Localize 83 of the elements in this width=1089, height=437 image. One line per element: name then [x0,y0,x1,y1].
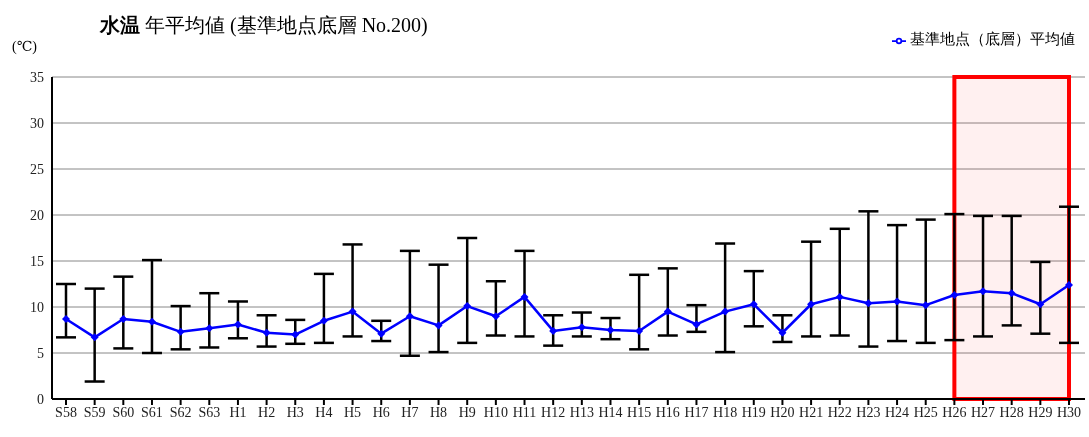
point [205,324,214,333]
x-tick-label: H26 [942,404,967,420]
x-tick-label: H22 [827,404,852,420]
x-tick-label: H20 [770,404,795,420]
y-tick-label: 15 [30,253,44,269]
point [635,326,644,335]
x-tick-label: S62 [169,404,192,420]
x-tick-label: S63 [198,404,221,420]
x-tick-label: H18 [713,404,738,420]
x-tick-label: H17 [684,404,709,420]
x-tick-label: H10 [483,404,508,420]
x-tick-label: H14 [598,404,623,420]
x-tick-label: H6 [372,404,390,420]
point [1065,280,1073,289]
point [434,321,443,330]
x-tick-label: H24 [884,404,910,420]
x-tick-label: H3 [286,404,304,420]
x-tick-label: H25 [913,404,938,420]
x-tick-label: H5 [344,404,362,420]
point [721,307,730,316]
x-tick-label: H21 [799,404,824,420]
point [663,307,672,316]
x-tick-label: S61 [141,404,163,420]
point [520,292,529,301]
x-tick-label: H12 [541,404,566,420]
point [90,333,99,342]
x-tick-label: H1 [229,404,247,420]
point [147,317,156,326]
point [950,291,959,300]
chart-title: 水温 年平均値 (基準地点底層 No.200) [100,13,428,39]
x-tick-label: S60 [112,404,135,420]
point [577,323,586,332]
point [319,316,328,325]
point [491,312,500,321]
point [262,328,271,337]
x-tick-label: H2 [258,404,276,420]
x-tick-label: H7 [401,404,419,420]
x-tick-label: H23 [856,404,881,420]
point [405,312,414,321]
x-tick-label: S59 [83,404,106,420]
y-tick-label: 25 [30,161,44,177]
x-tick-label: H29 [1028,404,1053,420]
point [1007,289,1016,298]
x-tick-label: H15 [627,404,652,420]
point [979,287,988,296]
y-tick-label: 30 [30,115,44,131]
x-tick-label: H19 [741,404,766,420]
point [778,328,787,337]
point [606,326,615,334]
y-axis-title: (℃) [12,38,37,55]
x-tick-label: H4 [315,404,333,420]
y-tick-label: 35 [30,69,44,85]
y-tick-label: 10 [30,299,44,315]
x-tick-label: H11 [512,404,537,420]
x-tick-label: H27 [970,404,996,420]
x-tick-label: H8 [429,404,448,420]
point [1036,300,1045,309]
point [377,329,386,338]
point [549,326,558,335]
x-tick-label: S58 [55,404,77,420]
point [749,300,758,309]
point [119,314,128,323]
legend-label: 基準地点（底層）平均値 [910,31,1075,47]
y-tick-label: 20 [30,207,44,223]
point [62,314,70,323]
point [835,292,844,301]
point [864,299,873,308]
x-tick-label: H13 [569,404,594,420]
x-tick-label: H28 [999,404,1024,420]
point [921,301,930,310]
point [463,302,472,311]
x-tick-label: H9 [458,404,476,420]
x-tick-label: H30 [1056,404,1082,420]
y-tick-label: 5 [37,345,44,361]
point [291,330,300,339]
point [893,297,902,306]
y-tick-label: 0 [37,391,44,407]
point [692,320,701,329]
point [176,327,185,336]
point [233,320,242,329]
point [807,300,816,309]
x-tick-label: H16 [655,404,680,420]
point [348,307,357,316]
